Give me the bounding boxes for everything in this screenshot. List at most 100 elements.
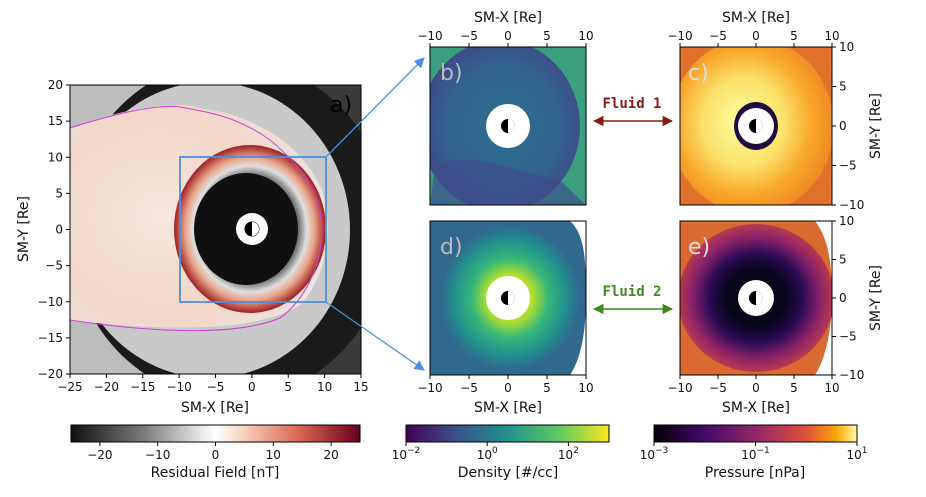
panel-a-x-tick-label: 15 [353, 380, 368, 394]
panel-c-x-tick-label: −10 [667, 29, 692, 43]
panel-c-label: c) [688, 61, 709, 86]
panel-e-x-tick-label: 10 [824, 381, 839, 395]
panel-d-x-tick-label: 5 [543, 381, 551, 395]
panel-c-y-tick-label: 10 [839, 40, 854, 54]
colorbar-residual-tick-label: 0 [212, 448, 220, 462]
zoom-arrow-bottom [325, 301, 425, 371]
panel-a-x-tick-label: −15 [130, 380, 155, 394]
panel-a-y-tick-label: −10 [38, 295, 63, 309]
colorbar-residual-ticks: −20 −10 0 10 20 [87, 442, 339, 462]
panel-a-y-tick-label: 10 [48, 150, 63, 164]
colorbar-residual: −20 −10 0 10 20 Residual Field [nT] [70, 424, 361, 481]
panel-c: c) −10 −5 0 5 10 10 5 0 −5 −10 SM-X [Re] SM-Y [R… [667, 10, 884, 212]
panel-b-label: b) [440, 61, 463, 86]
panel-c-yaxis: 10 5 0 −5 −10 [832, 40, 864, 212]
panel-d-x-tick-label: −10 [417, 381, 442, 395]
panel-e-y-tick-label: −10 [839, 368, 864, 382]
panel-a: a) −25 −20 −15 −10 −5 0 5 10 15 20151050−5−10−15… [16, 78, 369, 416]
panel-c-xlabel: SM-X [Re] [722, 10, 790, 26]
panel-a-ylabel: SM-Y [Re] [16, 196, 32, 262]
colorbar-pressure-label: Pressure [nPa] [705, 465, 805, 481]
panel-e-y-tick-label: 5 [839, 253, 847, 267]
panel-b: b) −10 −5 0 5 10 SM-X [Re] [417, 10, 594, 206]
panel-a-x-tick-label: −20 [94, 380, 119, 394]
colorbar-residual-tick-label: −10 [145, 448, 170, 462]
panel-e-y-tick-label: −5 [839, 330, 857, 344]
fluid-2-label: Fluid 2 [602, 284, 661, 300]
panel-a-y-tick-label: −5 [45, 259, 63, 273]
panel-a-y-tick-label: 0 [55, 223, 63, 237]
panel-e-x-tick-label: 0 [752, 381, 760, 395]
panel-b-x-tick-label: 5 [543, 29, 551, 43]
panel-a-xlabel: SM-X [Re] [181, 400, 249, 416]
panel-e-label: e) [688, 235, 710, 260]
colorbar-pressure-tick-label: 10−1 [741, 446, 770, 462]
panel-b-x-tick-label: −5 [460, 29, 478, 43]
fluid-1-label: Fluid 1 [602, 96, 661, 112]
panel-e-y-tick-label: 0 [839, 291, 847, 305]
panel-e-x-tick-label: 5 [790, 381, 798, 395]
panel-c-y-tick-label: 0 [839, 119, 847, 133]
colorbar-residual-tick-label: 10 [266, 448, 281, 462]
panel-e-xlabel: SM-X [Re] [722, 400, 790, 416]
panel-a-x-tick-label: 5 [284, 380, 292, 394]
earth-dayside-icon [252, 222, 259, 236]
panel-a-x-tick-label: −5 [207, 380, 225, 394]
colorbar-pressure-tick-label: 10−3 [640, 446, 669, 462]
panel-a-y-tick-label: −20 [38, 367, 63, 381]
panel-c-ylabel: SM-Y [Re] [868, 93, 884, 159]
zoom-box [179, 156, 327, 303]
panel-d-xaxis: −10 −5 0 5 10 [417, 375, 594, 395]
colorbar-density-tick-label: 10−2 [392, 446, 421, 462]
panel-b-xaxis: −10 −5 0 5 10 [417, 29, 594, 47]
panel-e-yaxis: 10 5 0 −5 −10 [832, 214, 864, 382]
colorbar-residual-tick-label: 20 [323, 448, 338, 462]
panel-e: e) −10 −5 0 5 10 10 5 0 −5 −10 SM-X [Re] SM-Y [R… [667, 214, 884, 416]
panel-d-xlabel: SM-X [Re] [474, 400, 542, 416]
panel-e-x-tick-label: −5 [709, 381, 727, 395]
panel-b-x-tick-label: 10 [578, 29, 593, 43]
panel-a-x-tick-label: −10 [166, 380, 191, 394]
panel-e-x-tick-label: −10 [667, 381, 692, 395]
colorbar-density-tick-label: 102 [558, 446, 579, 462]
fluid-1-annotation: Fluid 1 [592, 96, 674, 127]
zoom-arrow-top [325, 57, 425, 158]
panel-d-x-tick-label: 10 [578, 381, 593, 395]
panel-b-x-tick-label: 0 [504, 29, 512, 43]
panel-a-label: a) [330, 93, 352, 118]
colorbar-density-ticks: 10−2 100 102 [392, 442, 579, 462]
colorbar-density-tick-label: 100 [477, 446, 498, 462]
colorbar-density: 10−2 100 102 Density [#/cc] [392, 424, 610, 481]
panel-b-x-tick-label: −10 [417, 29, 442, 43]
panel-d-label: d) [440, 235, 463, 260]
panel-c-x-tick-label: 0 [752, 29, 760, 43]
panel-c-x-tick-label: 5 [790, 29, 798, 43]
panel-c-x-tick-label: −5 [709, 29, 727, 43]
panel-c-y-tick-label: 5 [839, 80, 847, 94]
panel-c-y-tick-label: −10 [839, 198, 864, 212]
panel-a-x-tick-label: −25 [57, 380, 82, 394]
panel-d-x-tick-label: 0 [504, 381, 512, 395]
colorbar-residual-tick-label: −20 [87, 448, 112, 462]
magnetopause-line [70, 105, 323, 332]
fluid-2-annotation: Fluid 2 [592, 284, 674, 315]
panel-d-x-tick-label: −5 [460, 381, 478, 395]
panel-a-y-tick-label: 20 [48, 78, 63, 92]
colorbar-density-label: Density [#/cc] [458, 465, 558, 481]
panel-a-yaxis: 20 15 10 5 0 −5 −10 −15 −20 [38, 78, 70, 381]
panel-a-x-tick-label: 10 [317, 380, 332, 394]
panel-c-y-tick-label: −5 [839, 159, 857, 173]
panel-a-y-tick-label: 5 [55, 186, 63, 200]
panel-a-y-tick-label: −15 [38, 331, 63, 345]
colorbar-pressure: 10−3 10−1 101 Pressure [nPa] [640, 424, 868, 481]
colorbar-residual-label: Residual Field [nT] [151, 465, 280, 481]
panel-a-x-tick-label: 0 [248, 380, 256, 394]
panel-a-y-tick-label: 15 [48, 114, 63, 128]
panel-e-xaxis: −10 −5 0 5 10 [667, 375, 840, 395]
panel-a-xaxis: −25 −20 −15 −10 −5 0 5 10 15 [57, 374, 369, 394]
colorbar-pressure-tick-label: 101 [846, 446, 867, 462]
panel-e-y-tick-label: 10 [839, 214, 854, 228]
colorbar-pressure-ticks: 10−3 10−1 101 [640, 442, 868, 462]
panel-e-ylabel: SM-Y [Re] [868, 265, 884, 331]
